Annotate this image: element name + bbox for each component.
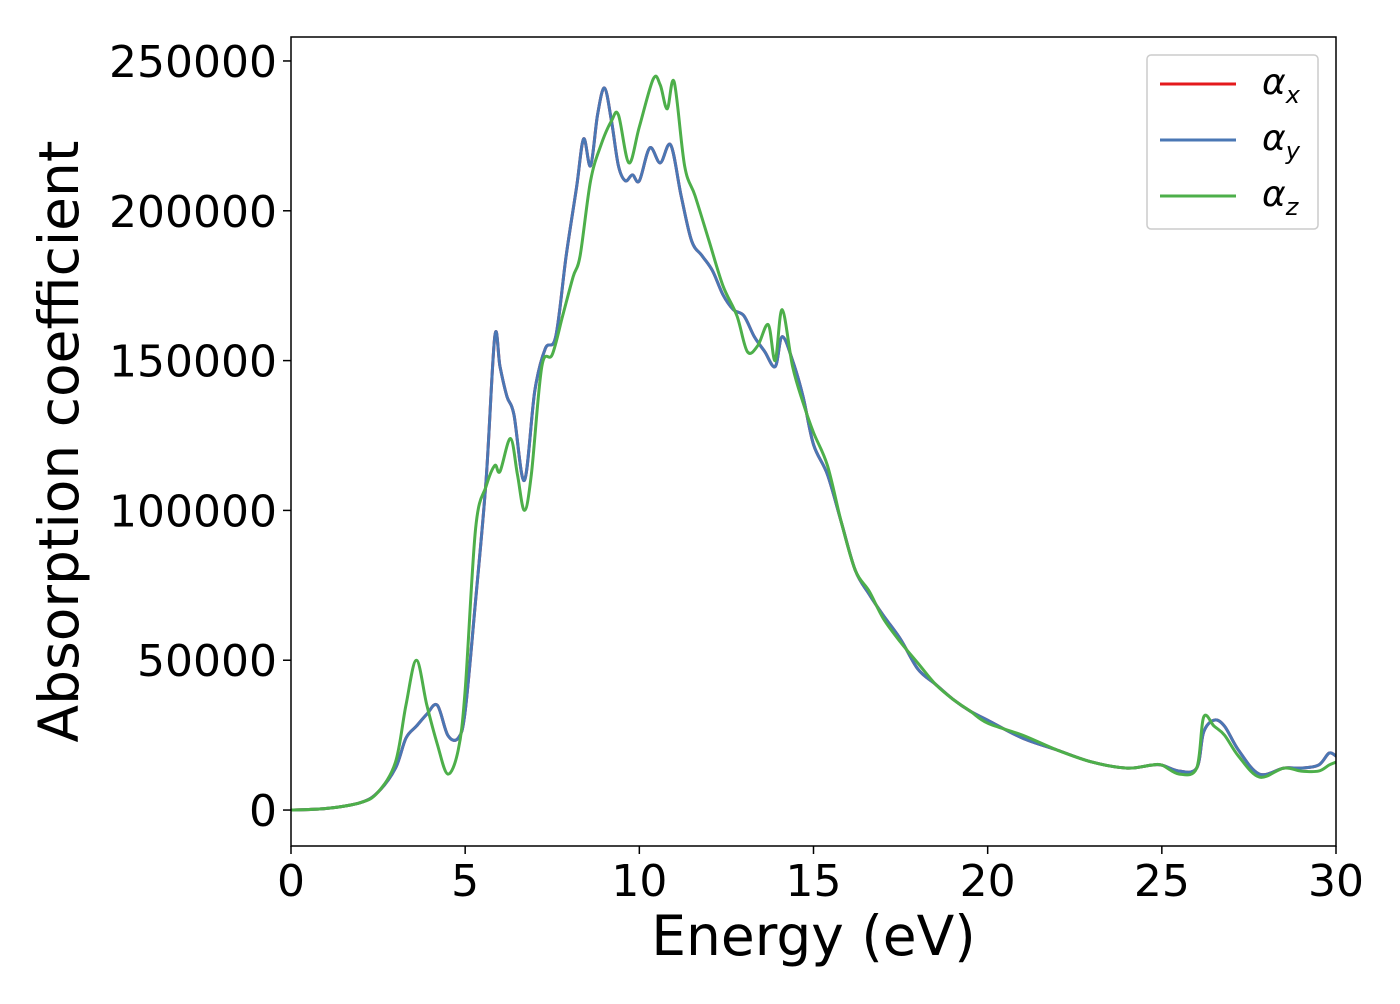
x-tick-label: 25: [1134, 856, 1190, 907]
y-tick-label: 250000: [109, 37, 277, 88]
x-axis-ticks: 0 5 10 15 20 25 30: [277, 846, 1364, 907]
legend-label-x: αx: [1262, 62, 1301, 109]
y-tick-label: 100000: [109, 486, 277, 537]
y-tick-label: 150000: [109, 337, 277, 388]
y-tick-label: 50000: [137, 636, 277, 687]
x-axis-title: Energy (eV): [651, 904, 975, 968]
legend: αx αy αz: [1146, 54, 1319, 230]
legend-label-y: αy: [1262, 118, 1301, 165]
y-axis-title: Absorption coefficient: [27, 141, 91, 743]
series-layer: [291, 74, 1336, 812]
x-tick-label: 15: [786, 856, 842, 907]
x-tick-label: 5: [451, 856, 479, 907]
y-axis-ticks: 0 50000 100000 150000 200000 250000: [109, 37, 291, 837]
x-tick-label: 10: [611, 856, 667, 907]
x-tick-label: 20: [960, 856, 1016, 907]
x-tick-label: 0: [277, 856, 305, 907]
y-tick-label: 200000: [109, 187, 277, 238]
series-line-z: [291, 74, 1336, 812]
legend-label-z: αz: [1262, 174, 1300, 221]
legend-box: [1146, 54, 1319, 230]
y-tick-label: 0: [249, 786, 277, 837]
x-tick-label: 30: [1308, 856, 1364, 907]
